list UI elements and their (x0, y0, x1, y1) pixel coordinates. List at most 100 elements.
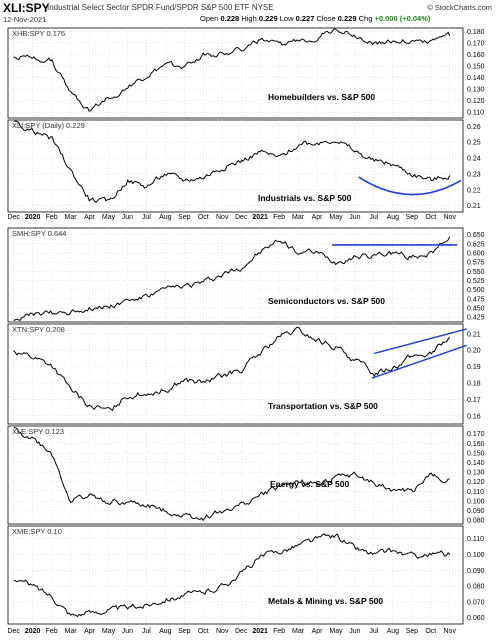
open-value: 0.228 (220, 14, 240, 23)
series-line (13, 326, 451, 412)
x-tick-label: Apr (84, 628, 96, 635)
panel-annotation: Semiconductors vs. S&P 500 (268, 296, 385, 306)
y-tick-label: 0.25 (467, 140, 481, 147)
y-tick-label: 0.090 (467, 568, 485, 575)
x-tick-label: Jun (349, 214, 360, 221)
panel-legend: XLE:SPY 0.123 (12, 427, 64, 436)
y-tick-label: 0.110 (467, 489, 484, 496)
y-tick-label: 0.450 (467, 306, 485, 313)
close-label: Close (316, 14, 336, 23)
exchange-text: NYSE (251, 3, 274, 12)
x-tick-label: Dec (7, 214, 20, 221)
x-tick-label: Sep (178, 214, 191, 221)
x-tick-label: May (329, 214, 343, 221)
series-line (13, 28, 451, 112)
x-tick-label: Aug (159, 628, 172, 635)
chg-value: +0.000 (+0.04%) (374, 14, 431, 23)
channel-lower-line (371, 344, 468, 379)
low-label: Low (279, 14, 294, 23)
y-tick-label: 0.160 (467, 441, 485, 448)
x-tick-label: Jul (369, 214, 378, 221)
y-tick-label: 0.24 (467, 156, 481, 163)
chart-header: XLI:SPY Industrial Select Sector SPDR Fu… (0, 0, 498, 26)
y-tick-label: 0.22 (467, 187, 481, 194)
panel-annotation: Transportation vs. S&P 500 (268, 401, 378, 411)
x-tick-label: Feb (46, 214, 58, 221)
x-tick-label: Dec (235, 628, 248, 635)
chg-label: Chg (358, 14, 373, 23)
y-tick-label: 0.180 (467, 29, 485, 36)
x-tick-label: Aug (159, 214, 172, 221)
y-tick-label: 0.500 (467, 287, 485, 294)
panel-frame (7, 119, 464, 213)
y-tick-label: 0.100 (467, 498, 485, 505)
panel-annotation: Metals & Mining vs. S&P 500 (268, 596, 383, 606)
brand-text: © StockCharts.com (427, 3, 492, 12)
close-value: 0.229 (337, 14, 357, 23)
chart-date: 12-Nov-2021 (3, 15, 47, 24)
x-tick-label: Nov (444, 214, 457, 221)
series-line (13, 120, 451, 203)
y-tick-label: 0.160 (467, 52, 485, 59)
x-tick-label: May (102, 628, 116, 635)
series-line (13, 427, 450, 522)
x-tick-label: Nov (444, 628, 457, 635)
x-tick-label: Jul (142, 214, 151, 221)
x-tick-label: Jun (122, 214, 133, 221)
panel-legend: XLI:SPY (Daily) 0.229 (12, 121, 85, 130)
y-tick-label: 0.140 (467, 75, 485, 82)
x-tick-label: Dec (7, 628, 20, 635)
panel-legend: XTN:SPY 0.208 (12, 325, 65, 334)
x-tick-label: Aug (387, 214, 400, 221)
y-tick-label: 0.150 (467, 450, 485, 457)
x-tick-label: 2020 (25, 628, 41, 635)
high-label: High (241, 14, 257, 23)
y-tick-label: 0.150 (467, 64, 485, 71)
y-tick-label: 0.120 (467, 479, 485, 486)
panel-legend: XME:SPY 0.10 (12, 527, 62, 536)
x-tick-label: Dec (235, 214, 248, 221)
y-tick-label: 0.19 (467, 364, 481, 371)
panel-annotation: Industrials vs. S&P 500 (258, 193, 352, 203)
symbol-title: XLI:SPY (3, 1, 50, 15)
x-tick-label: 2021 (252, 628, 268, 635)
open-label: Open (200, 14, 219, 23)
y-tick-label: 0.17 (467, 397, 481, 404)
x-tick-label: Jun (122, 628, 133, 635)
x-tick-label: Sep (406, 214, 419, 221)
x-tick-label: Oct (198, 628, 209, 635)
symbol-description: Industrial Select Sector SPDR Fund/SPDR … (47, 3, 274, 12)
x-tick-label: Apr (312, 628, 324, 635)
x-tick-label: Mar (292, 214, 305, 221)
y-tick-label: 0.550 (467, 269, 485, 276)
y-tick-label: 0.20 (467, 348, 481, 355)
x-tick-label: Mar (292, 628, 305, 635)
y-tick-label: 0.070 (467, 599, 485, 606)
y-tick-label: 0.650 (467, 232, 485, 239)
panel-legend: SMH:SPY 0.644 (12, 229, 66, 238)
x-tick-label: Sep (178, 628, 191, 635)
y-tick-label: 0.425 (467, 315, 485, 322)
y-tick-label: 0.130 (467, 87, 485, 94)
y-tick-label: 0.16 (467, 413, 481, 420)
series-line (13, 236, 451, 322)
y-tick-label: 0.600 (467, 250, 485, 257)
x-tick-label: Oct (425, 628, 436, 635)
y-tick-label: 0.21 (467, 331, 481, 338)
x-tick-label: Aug (387, 628, 400, 635)
x-tick-label: 2020 (25, 214, 41, 221)
x-tick-label: Apr (84, 214, 96, 221)
y-tick-label: 0.23 (467, 171, 481, 178)
low-value: 0.227 (295, 14, 315, 23)
series-line (13, 533, 451, 618)
x-tick-label: Jul (142, 628, 151, 635)
x-tick-label: Feb (46, 628, 58, 635)
x-tick-label: Jun (349, 628, 360, 635)
x-tick-label: Feb (273, 628, 285, 635)
x-tick-label: Nov (216, 628, 229, 635)
panel-annotation: Energy vs. S&P 500 (270, 479, 349, 489)
panel-frame (7, 425, 464, 525)
x-tick-label: Sep (406, 628, 419, 635)
y-tick-label: 0.120 (467, 98, 485, 105)
